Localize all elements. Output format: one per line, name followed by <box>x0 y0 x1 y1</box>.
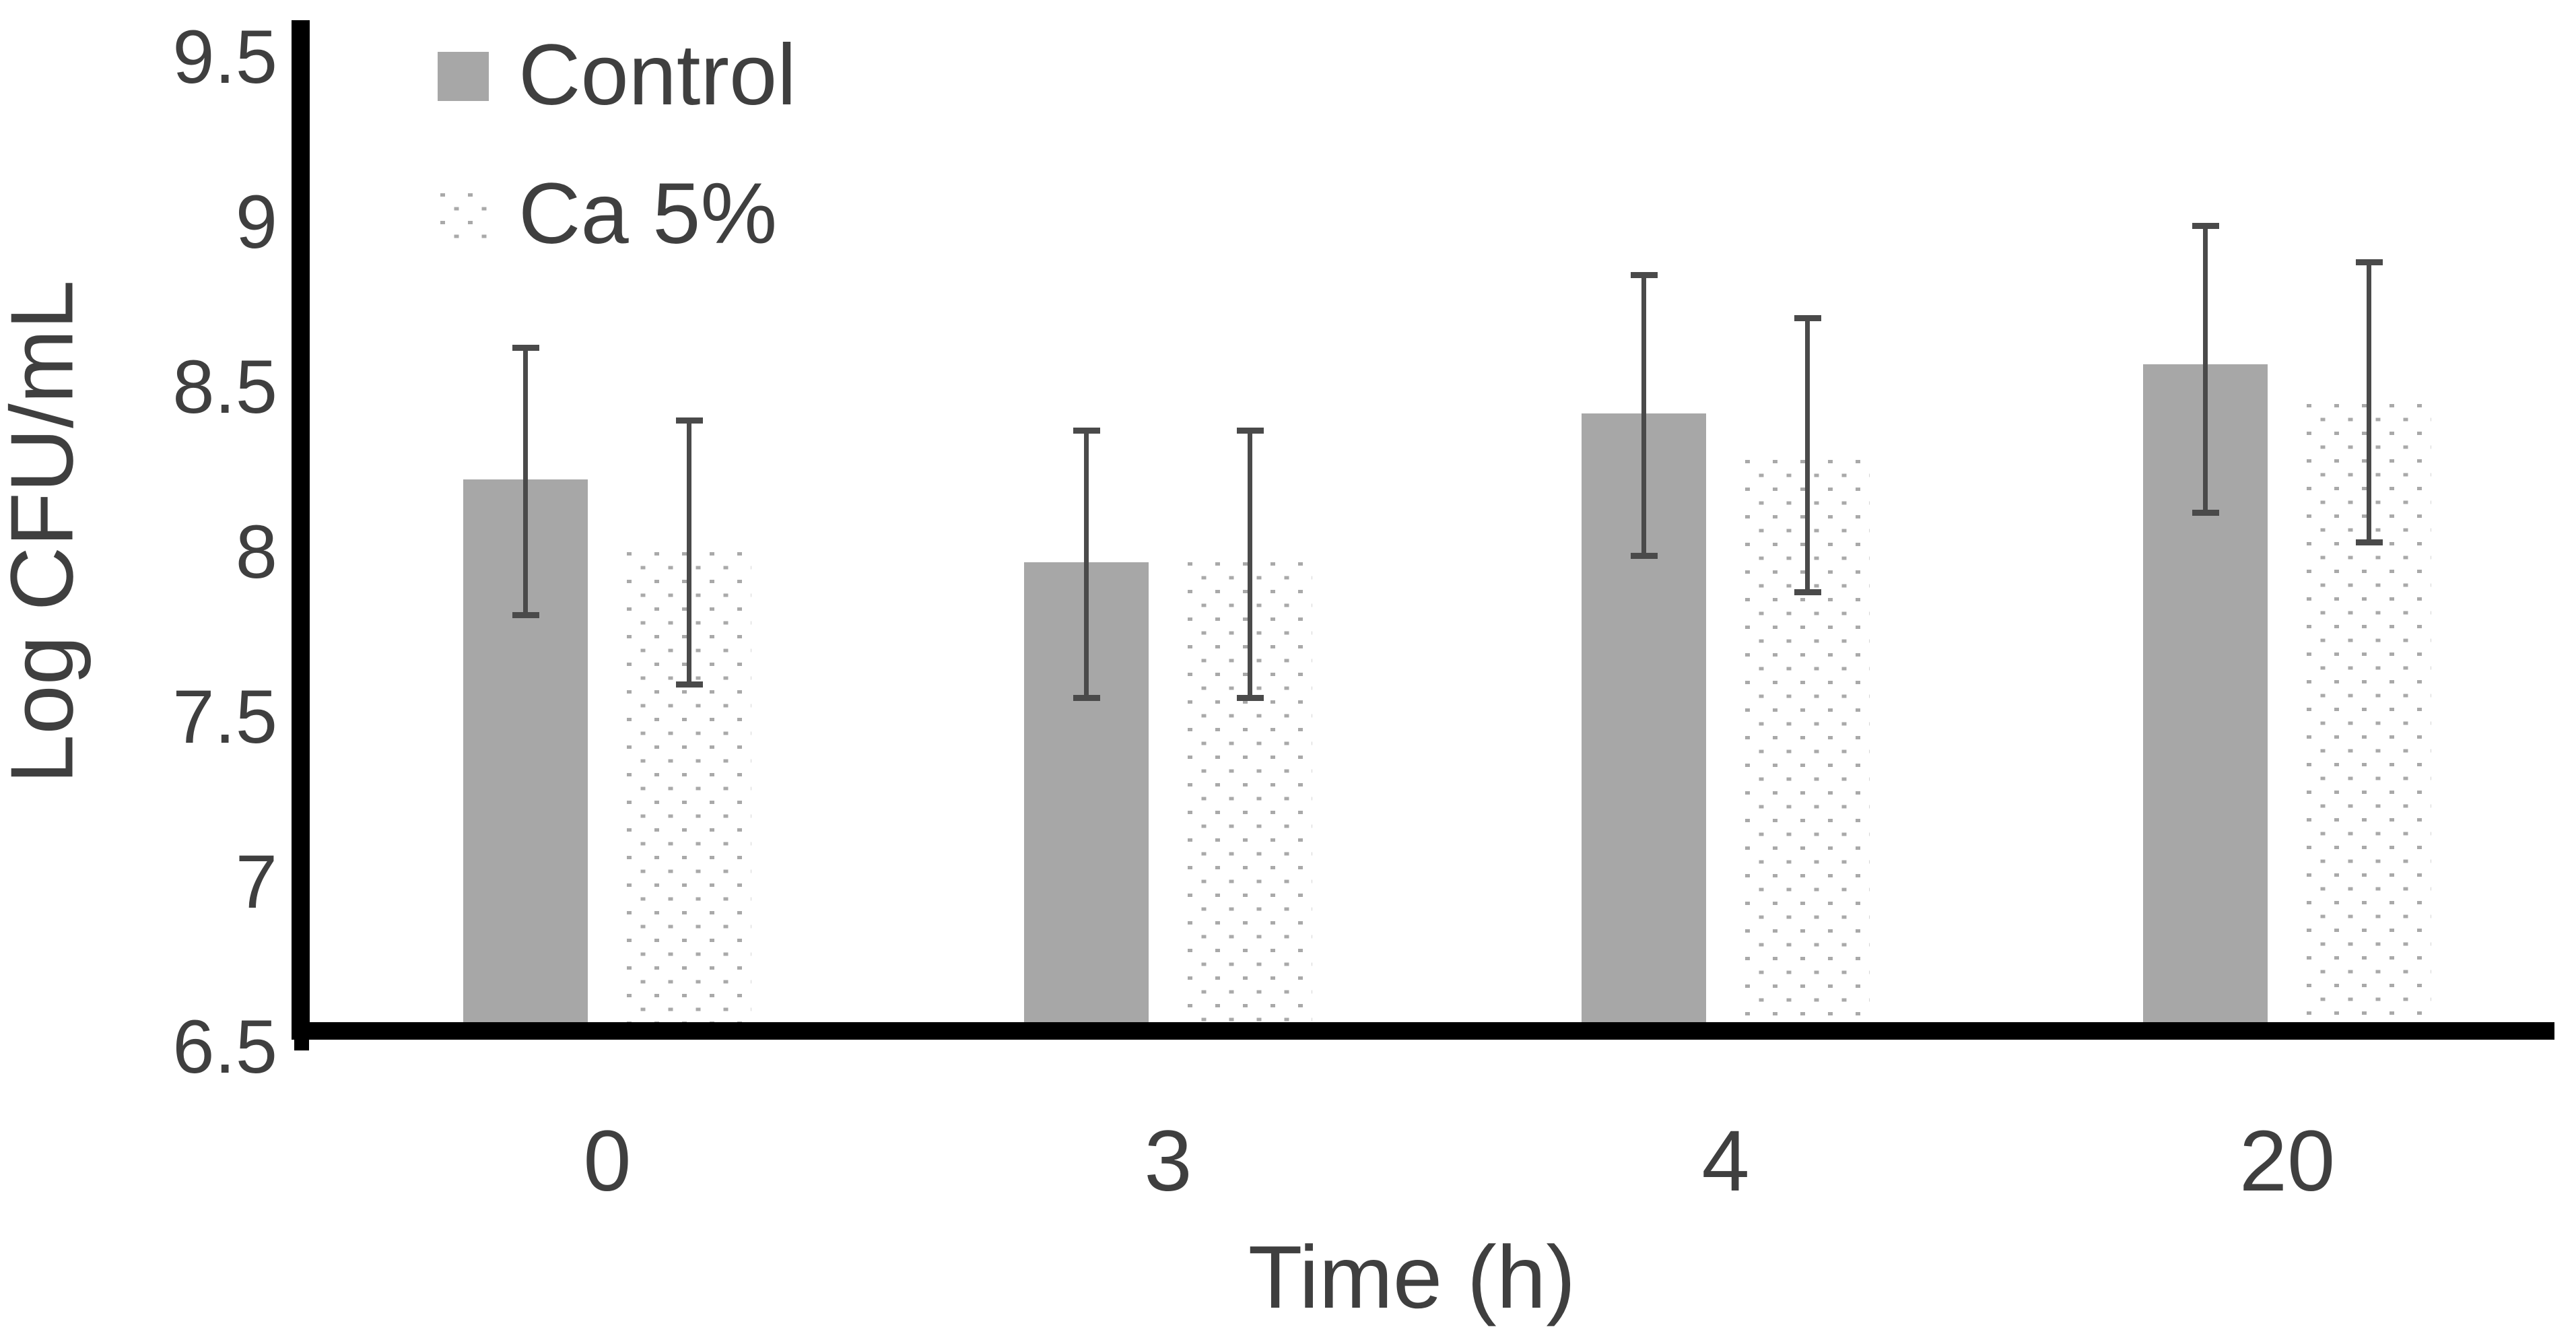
y-tick-label: 7.5 <box>172 675 277 759</box>
error-bar-top-cap-control-20h <box>2192 223 2219 229</box>
x-axis-origin-tick <box>294 1040 309 1050</box>
error-bar-bottom-cap-control-20h <box>2192 510 2219 516</box>
error-bar-line-ca5-3h <box>1248 430 1252 698</box>
error-bar-line-control-4h <box>1641 275 1646 556</box>
error-bar-top-cap-control-4h <box>1630 272 1658 278</box>
error-bar-line-ca5-20h <box>2367 262 2371 542</box>
legend-label-control: Control <box>518 27 796 123</box>
x-category-label: 0 <box>583 1113 632 1209</box>
x-category-label: 3 <box>1144 1113 1192 1209</box>
legend-label-ca5: Ca 5% <box>518 166 778 262</box>
error-bar-bottom-cap-control-3h <box>1073 695 1100 701</box>
y-tick-label: 9 <box>235 180 277 264</box>
error-bar-line-ca5-0h <box>687 420 691 684</box>
error-bar-bottom-cap-ca5-20h <box>2355 539 2383 545</box>
error-bar-top-cap-control-3h <box>1073 428 1100 434</box>
error-bar-bottom-cap-ca5-4h <box>1794 589 1821 595</box>
y-tick-label: 8.5 <box>172 345 277 429</box>
error-bar-line-control-3h <box>1084 430 1089 698</box>
error-bar-top-cap-ca5-20h <box>2355 259 2383 265</box>
legend-swatch-ca5 <box>440 193 489 239</box>
error-bar-bottom-cap-ca5-0h <box>675 681 703 688</box>
y-axis-line <box>292 20 310 1040</box>
error-bar-top-cap-ca5-0h <box>675 417 703 424</box>
error-bar-bottom-cap-control-0h <box>512 612 539 618</box>
y-tick-label: 9.5 <box>172 15 277 99</box>
error-bar-top-cap-ca5-4h <box>1794 315 1821 321</box>
x-category-label: 20 <box>2239 1113 2336 1209</box>
error-bar-line-control-20h <box>2203 226 2208 512</box>
y-tick-label: 7 <box>235 840 277 924</box>
y-tick-label: 6.5 <box>172 1005 277 1089</box>
y-tick-label: 8 <box>235 510 277 594</box>
error-bar-top-cap-ca5-3h <box>1236 428 1264 434</box>
error-bar-bottom-cap-control-4h <box>1630 553 1658 559</box>
error-bar-top-cap-control-0h <box>512 345 539 351</box>
x-axis-line <box>292 1022 2554 1040</box>
legend-swatch-control <box>438 52 489 101</box>
x-category-label: 4 <box>1701 1113 1750 1209</box>
x-axis-title: Time (h) <box>1248 1228 1576 1327</box>
error-bar-line-control-0h <box>523 347 528 615</box>
error-bar-line-ca5-4h <box>1805 318 1810 592</box>
error-bar-bottom-cap-ca5-3h <box>1236 695 1264 701</box>
